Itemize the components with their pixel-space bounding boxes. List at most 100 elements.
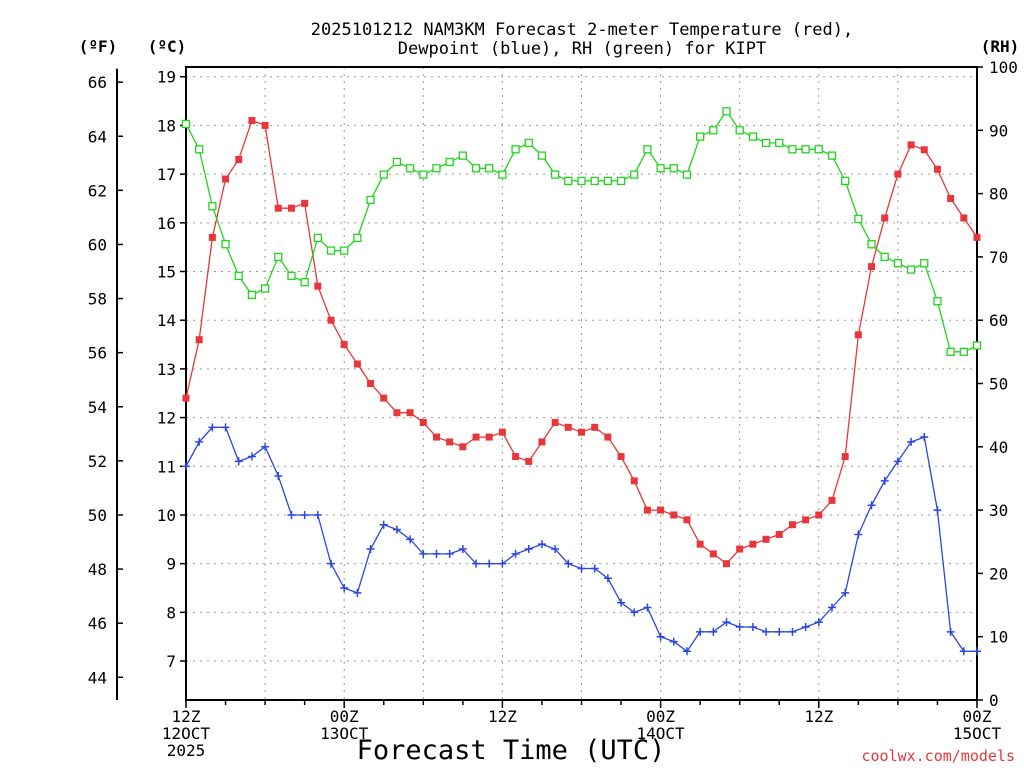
data-point [827,151,837,160]
data-point [657,506,665,514]
rh-tick-label: 100 [989,58,1018,77]
data-point [274,204,282,212]
data-point [537,151,547,160]
data-point [564,176,573,186]
data-point [656,164,665,173]
data-point [379,520,388,529]
data-point [643,603,652,612]
celsius-tick-label: 7 [166,652,176,671]
data-point [181,119,191,129]
celsius-tick-label: 12 [157,409,176,428]
x-axis-label: Forecast Time (UTC) [357,735,666,766]
celsius-tick-label: 16 [157,214,176,233]
data-point [841,176,850,186]
data-point [735,622,744,631]
data-point [221,423,230,432]
data-point [907,141,915,149]
data-point [709,126,718,135]
data-point [749,540,757,548]
data-point [748,132,758,141]
data-point [524,138,533,148]
data-point [551,545,560,554]
data-point [340,246,349,255]
x-tick-label: 00Z [646,707,675,726]
rh-tick-label: 80 [989,185,1008,204]
celsius-tick-label: 14 [157,311,176,330]
fahrenheit-tick-label: 62 [88,181,107,200]
data-point [406,409,414,417]
data-point [682,647,691,656]
data-point [867,240,876,249]
data-point [327,559,336,568]
celsius-tick-label: 11 [157,457,176,476]
x-tick-label: 15OCT [953,724,1002,743]
data-point [920,259,929,268]
series-line [185,110,978,353]
data-point [947,194,955,202]
data-point [432,549,441,558]
data-point [881,214,889,222]
data-point [617,453,625,461]
data-point [841,588,850,597]
celsius-tick-label: 9 [166,555,176,574]
data-point [208,233,216,241]
data-point [577,564,586,573]
data-point [854,530,863,539]
data-point [445,549,454,558]
rh-tick-label: 50 [989,375,1008,394]
data-point [393,409,401,417]
data-point [709,627,718,636]
data-point [287,271,296,281]
data-point [419,549,428,558]
data-point [867,501,876,510]
series-dewpoint [182,423,981,656]
data-point [893,259,903,268]
data-point [432,164,441,173]
data-point [300,278,309,287]
fahrenheit-unit-label: (ºF) [79,37,118,56]
fahrenheit-tick-label: 54 [88,398,107,417]
data-point [735,126,744,135]
data-point [696,132,705,141]
data-point [880,252,889,262]
data-point [234,457,243,466]
series-temperature [182,117,981,568]
data-point [406,535,415,544]
data-point [247,290,257,300]
data-point [511,145,520,154]
data-point [392,525,401,534]
data-point [221,240,230,249]
data-point [854,214,863,224]
data-point [946,627,955,636]
fahrenheit-tick-label: 48 [88,560,107,579]
data-point [485,164,494,173]
data-point [511,549,520,558]
data-point [775,138,784,148]
data-point [630,170,639,179]
data-point [578,428,585,436]
data-point [260,284,270,293]
data-point [472,559,481,568]
data-point [762,535,770,543]
data-point [603,574,612,583]
data-point [946,347,955,357]
chart-title-line-2: Dewpoint (blue), RH (green) for KIPT [398,39,766,59]
grid [186,67,977,700]
data-point [261,121,269,129]
celsius-tick-label: 15 [157,263,176,282]
data-point [920,433,929,442]
data-point [682,170,692,179]
data-point [326,246,336,255]
data-point [973,233,981,241]
data-point [590,564,599,573]
data-point [617,598,626,607]
fahrenheit-tick-label: 46 [88,614,107,633]
data-point [458,151,468,160]
data-point [973,647,981,656]
data-point [550,170,560,179]
data-point [222,175,230,183]
credit-label: coolwx.com/models [861,747,1015,765]
series-rh [181,107,982,357]
data-point [788,145,797,154]
data-point [419,418,427,426]
